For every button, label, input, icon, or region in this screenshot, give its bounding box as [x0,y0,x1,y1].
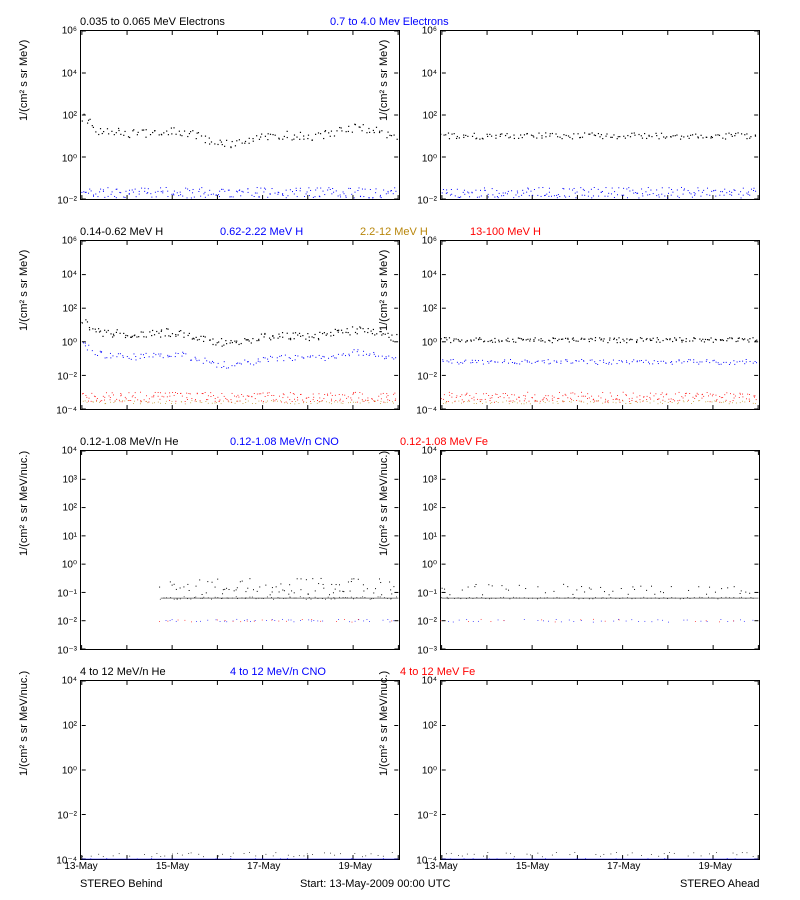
panel-r3-c1: 10⁻⁴10⁻²10⁰10²10⁴13-May15-May17-May19-Ma… [440,680,760,860]
ytick: 10⁻² [57,811,81,822]
ytick: 10⁴ [62,676,81,687]
footer-right: STEREO Ahead [680,878,760,890]
ytick: 10⁻² [417,811,441,822]
ytick: 10⁰ [422,338,441,349]
ytick: 10⁻³ [57,646,81,657]
panel-r1-c1: 10⁻⁴10⁻²10⁰10²10⁴10⁶ [440,240,760,410]
legend-item: 0.12-1.08 MeV Fe [400,436,488,448]
xtick: 13-May [424,859,457,872]
legend-item: 4 to 12 MeV/n CNO [230,666,326,678]
ytick: 10⁻⁴ [56,406,81,417]
plot-svg [441,31,759,199]
ytick: 10⁻³ [417,646,441,657]
panel-r0-c0: 10⁻²10⁰10²10⁴10⁶ [80,30,400,200]
panel-r0-c1: 10⁻²10⁰10²10⁴10⁶ [440,30,760,200]
ytick: 10² [423,111,441,122]
plot-svg [81,31,399,199]
footer-center: Start: 13-May-2009 00:00 UTC [300,878,450,890]
figure-root: 10⁻²10⁰10²10⁴10⁶1/(cm² s sr MeV)10⁻²10⁰1… [0,0,800,900]
ytick: 10⁰ [62,766,81,777]
ylabel: 1/(cm² s sr MeV/nuc.) [378,671,390,776]
ytick: 10⁻⁴ [416,406,441,417]
ytick: 10² [63,503,81,514]
ytick: 10⁰ [62,338,81,349]
legend-item: 0.14-0.62 MeV H [80,226,163,238]
ytick: 10⁻² [417,372,441,383]
xtick: 19-May [339,859,372,872]
ytick: 10⁻¹ [57,588,81,599]
footer-left: STEREO Behind [80,878,163,890]
legend-item: 0.7 to 4.0 Mev Electrons [330,16,449,28]
ytick: 10⁰ [422,560,441,571]
ytick: 10² [63,304,81,315]
panel-r2-c1: 10⁻³10⁻²10⁻¹10⁰10¹10²10³10⁴ [440,450,760,650]
ytick: 10¹ [423,531,441,542]
panel-r3-c0: 10⁻⁴10⁻²10⁰10²10⁴13-May15-May17-May19-Ma… [80,680,400,860]
legend-item: 13-100 MeV H [470,226,541,238]
ytick: 10⁻² [57,372,81,383]
legend-item: 0.035 to 0.065 MeV Electrons [80,16,225,28]
legend-item: 0.62-2.22 MeV H [220,226,303,238]
ytick: 10⁰ [422,766,441,777]
plot-svg [81,241,399,409]
plot-svg [81,451,399,649]
legend-item: 2.2-12 MeV H [360,226,428,238]
xtick: 15-May [156,859,189,872]
ytick: 10² [423,721,441,732]
ytick: 10⁻² [417,196,441,207]
legend-item: 0.12-1.08 MeV/n He [80,436,178,448]
ytick: 10² [423,304,441,315]
ytick: 10⁰ [62,560,81,571]
ytick: 10⁴ [422,68,441,79]
ytick: 10² [423,503,441,514]
plot-svg [441,451,759,649]
ytick: 10⁻² [57,617,81,628]
xtick: 19-May [699,859,732,872]
ytick: 10⁶ [62,236,81,247]
ytick: 10⁰ [422,153,441,164]
ylabel: 1/(cm² s sr MeV/nuc.) [18,671,30,776]
plot-svg [441,241,759,409]
ylabel: 1/(cm² s sr MeV) [378,250,390,331]
panel-r2-c0: 10⁻³10⁻²10⁻¹10⁰10¹10²10³10⁴ [80,450,400,650]
legend-item: 4 to 12 MeV/n He [80,666,166,678]
plot-svg [441,681,759,859]
ytick: 10³ [63,474,81,485]
plot-svg [81,681,399,859]
xtick: 15-May [516,859,549,872]
ytick: 10⁴ [62,68,81,79]
ylabel: 1/(cm² s sr MeV) [378,40,390,121]
ytick: 10² [63,111,81,122]
xtick: 17-May [607,859,640,872]
ytick: 10¹ [63,531,81,542]
ylabel: 1/(cm² s sr MeV/nuc.) [18,451,30,556]
legend-item: 0.12-1.08 MeV/n CNO [230,436,339,448]
ytick: 10⁻² [57,196,81,207]
ylabel: 1/(cm² s sr MeV) [18,40,30,121]
ytick: 10⁴ [422,270,441,281]
ytick: 10⁴ [62,270,81,281]
legend-item: 4 to 12 MeV Fe [400,666,475,678]
ytick: 10⁰ [62,153,81,164]
panel-r1-c0: 10⁻⁴10⁻²10⁰10²10⁴10⁶ [80,240,400,410]
ytick: 10⁻¹ [417,588,441,599]
ytick: 10² [63,721,81,732]
ytick: 10⁶ [62,26,81,37]
xtick: 17-May [247,859,280,872]
ytick: 10⁻² [417,617,441,628]
ytick: 10³ [423,474,441,485]
ylabel: 1/(cm² s sr MeV/nuc.) [378,451,390,556]
xtick: 13-May [64,859,97,872]
ytick: 10⁴ [62,446,81,457]
ylabel: 1/(cm² s sr MeV) [18,250,30,331]
